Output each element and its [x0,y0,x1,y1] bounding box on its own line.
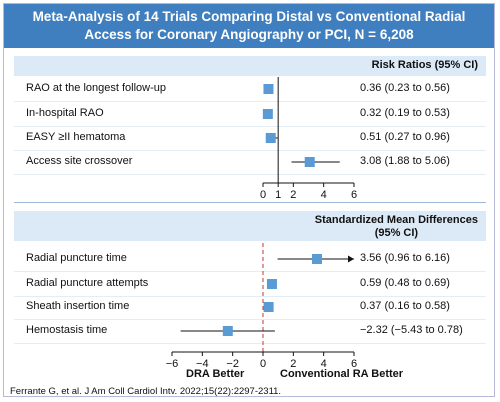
citation: Ferrante G, et al. J Am Coll Cardiol Int… [10,386,282,397]
figure-title: Meta-Analysis of 14 Trials Comparing Dis… [4,4,494,48]
row-ci-text: 3.56 (0.96 to 6.16) [360,252,450,264]
panel2-header-line-1: Standardized Mean Differences [314,214,478,226]
tick-label: −4 [196,358,209,370]
tick-label: −6 [166,358,179,370]
tick-label: 1 [275,189,281,201]
tick-label: 6 [351,189,357,201]
panel1-header-label: Risk Ratios (95% CI) [371,59,478,71]
panel-divider [14,202,486,203]
dra-better-label: DRA Better [186,368,245,380]
row-label: In-hospital RAO [26,107,104,119]
point-estimate [304,157,315,167]
row-separator [14,296,486,297]
row-separator [14,343,486,344]
conventional-better-label: Conventional RA Better [280,368,404,380]
tick-label: 4 [321,358,327,370]
tick-label: 2 [290,189,296,201]
point-estimate [265,133,276,143]
point-estimate [262,109,273,119]
figure-frame: Meta-Analysis of 14 Trials Comparing Dis… [3,3,495,397]
row-label: Hemostasis time [26,324,108,336]
row-label: Sheath insertion time [26,300,130,312]
panel2-header-line-2: (95% CI) [374,227,419,239]
tick-label: 0 [260,358,266,370]
forest-plot-svg: 0 1 2 4 6−6 −4 −2 0 2 4 6 [166,77,357,370]
row-label: Access site crossover [26,155,133,167]
title-line-1: Meta-Analysis of 14 Trials Comparing Dis… [32,9,466,24]
row-separator [14,174,486,175]
row-ci-text: 3.08 (1.88 to 5.06) [360,155,450,167]
row-separator [14,101,486,102]
tick-label: 2 [290,358,296,370]
row-label: EASY ≥II hematoma [26,131,126,143]
point-estimate [263,84,274,94]
tick-label: 6 [351,358,357,370]
row-ci-text: 0.36 (0.23 to 0.56) [360,82,450,94]
row-separator [14,319,486,320]
row-label: Radial puncture time [26,252,127,264]
row-ci-text: 0.51 (0.27 to 0.96) [360,131,450,143]
panel1-header: Risk Ratios (95% CI) [14,56,486,76]
row-ci-text: 0.32 (0.19 to 0.53) [360,107,450,119]
tick-label: 0 [260,189,266,201]
panel2-header-label: Standardized Mean Differences (95% CI) [315,214,478,240]
tick-label: 4 [321,189,327,201]
ci-arrowhead [348,255,354,263]
title-line-2: Access for Coronary Angiography or PCI, … [84,27,414,42]
point-estimate [222,326,233,336]
row-separator [14,150,486,151]
point-estimate [311,254,322,264]
row-label: Radial puncture attempts [26,277,149,289]
row-separator [14,271,486,272]
point-estimate [266,279,277,289]
point-estimate [263,302,274,312]
row-ci-text: −2.32 (−5.43 to 0.78) [360,324,463,336]
row-ci-text: 0.37 (0.16 to 0.58) [360,300,450,312]
row-ci-text: 0.59 (0.48 to 0.69) [360,277,450,289]
panel2-header: Standardized Mean Differences (95% CI) [14,211,486,241]
row-label: RAO at the longest follow-up [26,82,167,94]
row-separator [14,126,486,127]
tick-label: −2 [226,358,239,370]
